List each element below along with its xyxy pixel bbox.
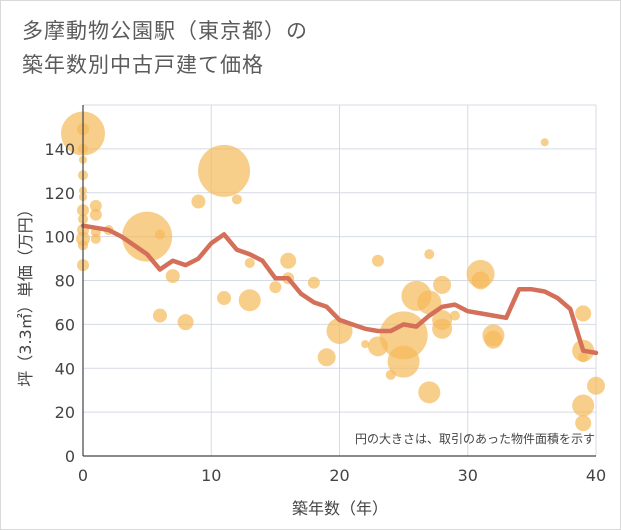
bubble-point (433, 275, 452, 294)
y-tick-label: 60 (55, 315, 75, 334)
bubble-point (578, 352, 589, 363)
bubble-point (424, 249, 435, 260)
bubble-point (231, 194, 242, 205)
bubble-point (238, 289, 261, 312)
bubble-point (317, 348, 336, 367)
line-layer (80, 223, 599, 356)
average-price-line (80, 223, 599, 356)
bubble-layer (61, 111, 605, 432)
y-tick-label: 120 (44, 184, 75, 203)
bubble-point (154, 229, 165, 240)
tick-labels: 0 10 20 30 40 0 20 40 60 80 100 120 140 (44, 140, 606, 485)
bubble-point (540, 138, 549, 147)
bubble-point (379, 311, 428, 360)
bubble-point (165, 269, 180, 284)
bubble-point (280, 252, 297, 269)
x-tick-label: 0 (78, 466, 88, 485)
bubble-point (244, 257, 255, 268)
x-tick-label: 20 (329, 466, 349, 485)
gridlines (83, 104, 597, 456)
bubble-point (575, 415, 592, 432)
bubble-point (575, 305, 592, 322)
x-tick-label: 30 (458, 466, 478, 485)
bubble-point (432, 318, 453, 339)
bubble-point (122, 211, 173, 262)
bubble-point (371, 254, 384, 267)
bubble-point (587, 376, 605, 395)
bubble-point (269, 281, 282, 294)
bubble-point (191, 194, 206, 209)
y-tick-label: 40 (55, 359, 75, 378)
bubble-point (484, 330, 503, 349)
bubble-point (307, 276, 320, 289)
chart-title-line-2: 築年数別中古戸建て価格 (22, 53, 264, 77)
bubble-point (217, 291, 232, 306)
bubble-point (89, 208, 102, 221)
bubble-point (177, 314, 194, 331)
chart-title-line-1: 多摩動物公園駅（東京都）の (22, 19, 308, 43)
y-tick-label: 100 (44, 228, 75, 247)
bubble-point (449, 310, 460, 321)
bubble-point (152, 308, 167, 323)
axes (82, 105, 596, 457)
x-axis-label: 築年数（年） (292, 499, 388, 518)
y-tick-label: 140 (44, 140, 75, 159)
bubble-point (572, 394, 595, 417)
chart-title: 多摩動物公園駅（東京都）の 築年数別中古戸建て価格 (22, 14, 308, 82)
y-tick-label: 0 (65, 447, 75, 466)
y-tick-label: 20 (55, 403, 75, 422)
bubble-point (387, 345, 420, 378)
x-tick-label: 40 (586, 466, 606, 485)
bubble-point (471, 271, 490, 290)
bubble-point (417, 290, 442, 315)
y-axis-label: 坪（3.3㎡）単価（万円） (16, 201, 35, 386)
bubble-point (198, 144, 251, 197)
y-tick-label: 80 (55, 272, 75, 291)
bubble-size-note: 円の大きさは、取引のあった物件面積を示す (355, 431, 595, 446)
bubble-point (89, 199, 102, 212)
x-tick-label: 10 (201, 466, 221, 485)
bubble-point (361, 340, 370, 349)
bubble-point (418, 381, 441, 404)
bubble-point (90, 233, 101, 244)
